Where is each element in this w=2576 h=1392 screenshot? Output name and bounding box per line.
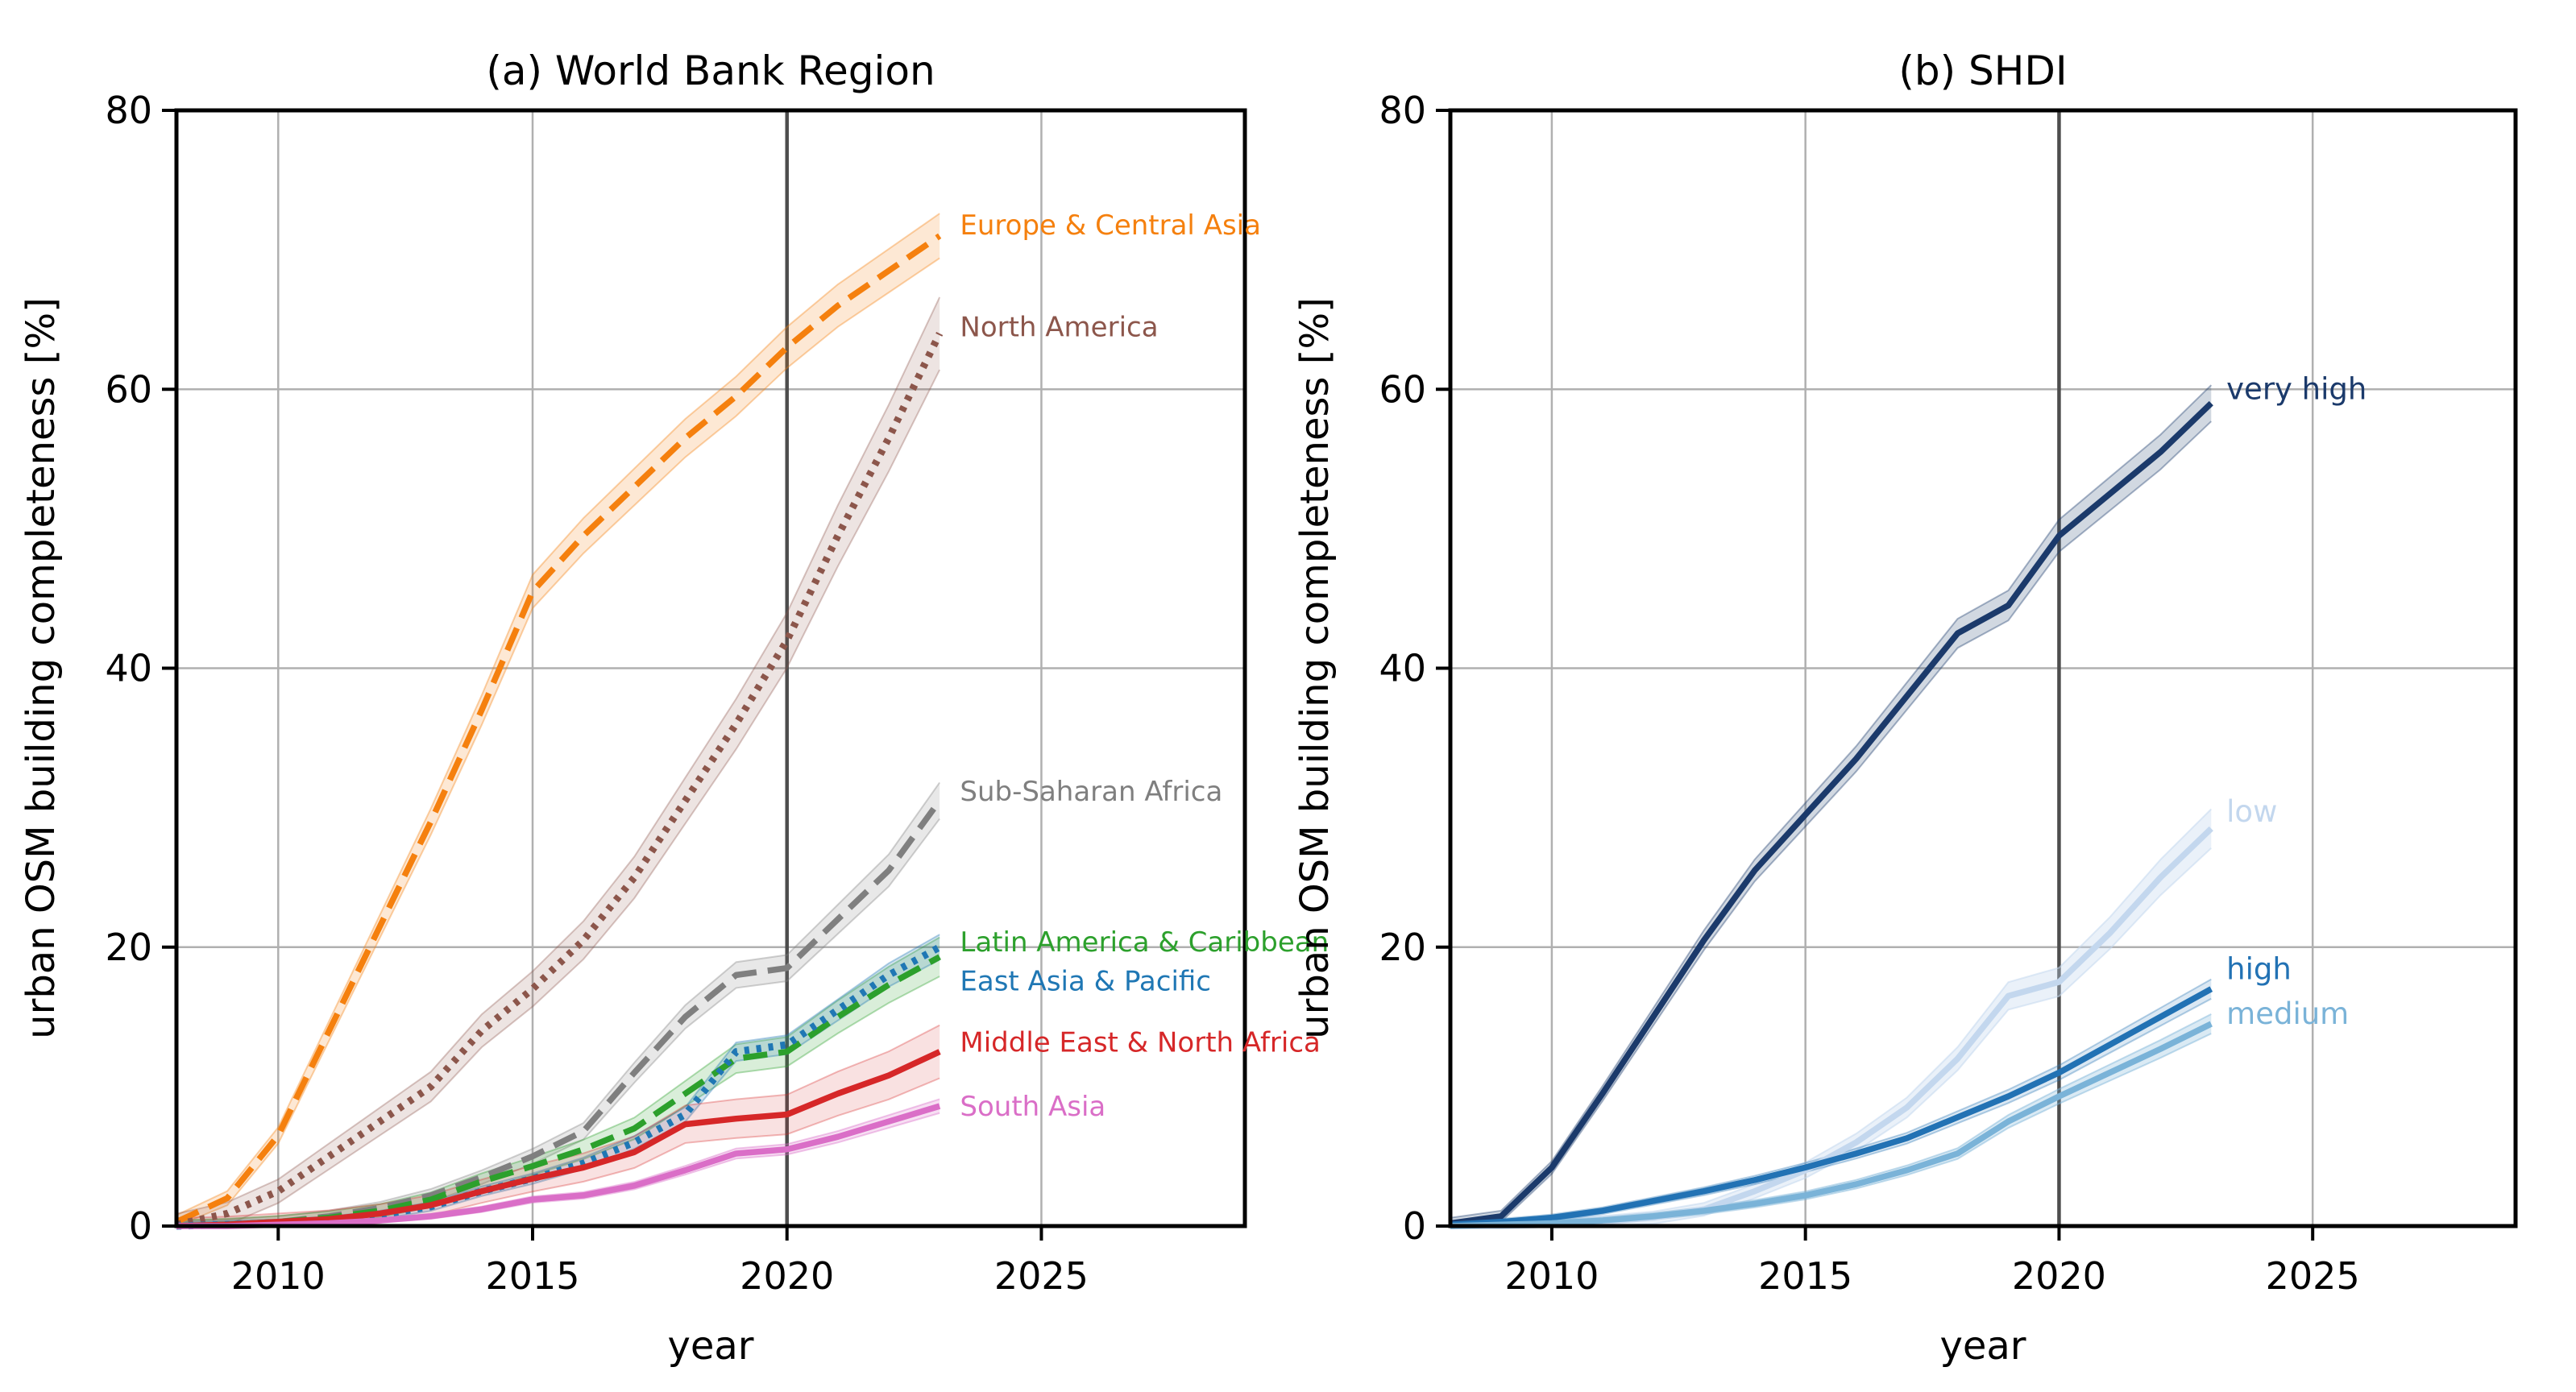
series-band-edge-medium (1450, 1033, 2212, 1227)
y-tick-label: 60 (1379, 367, 1426, 411)
series-label-middle-east-north-africa: Middle East & North Africa (960, 1026, 1320, 1058)
series-line-middle-east-north-africa (176, 1049, 941, 1229)
y-tick-label: 40 (1379, 647, 1426, 690)
series-label-high: high (2226, 951, 2292, 986)
x-tick-label: 2020 (2012, 1254, 2106, 1298)
series-label-medium: medium (2226, 996, 2349, 1031)
y-tick-label: 0 (129, 1204, 152, 1248)
y-tick-label: 60 (105, 367, 152, 411)
series-line-medium (1450, 1021, 2213, 1229)
series-band-edge-middle-east-north-africa (176, 1024, 940, 1220)
series-band-middle-east-north-africa (176, 1025, 940, 1226)
series-band-south-asia (176, 1099, 940, 1226)
x-tick-label: 2015 (485, 1254, 579, 1298)
series-line-south-asia (176, 1103, 941, 1229)
series-band-edge-medium (1450, 1013, 2212, 1224)
panel-title: (b) SHDI (1898, 48, 2067, 94)
panel-b: 2010 2015 2020 2025 0 20 40 60 80 (b) SHDI year urb… (1292, 48, 2518, 1369)
y-tick-label: 40 (105, 647, 152, 690)
series-label-very-high: very high (2226, 371, 2367, 406)
y-tick-label: 20 (1379, 926, 1426, 969)
y-tick-label: 80 (1379, 89, 1426, 132)
x-tick-label: 2020 (740, 1254, 834, 1298)
series-label-latin-america-caribbean: Latin America & Caribbean (960, 926, 1329, 959)
series-band-europe-central-asia (176, 213, 940, 1226)
series-band-edge-very-high (1450, 420, 2212, 1227)
series-band-edge-very-high (1450, 384, 2212, 1219)
series-line-europe-central-asia (175, 233, 942, 1225)
series-label-north-america: North America (960, 311, 1158, 343)
series-band-edge-europe-central-asia (176, 213, 940, 1216)
series-band-edge-north-america (176, 296, 941, 1215)
x-tick-label: 2015 (1758, 1254, 1852, 1298)
series-band-edge-high (1450, 997, 2212, 1227)
y-axis-label: urban OSM building completeness [%] (1292, 297, 1338, 1039)
series-label-sub-saharan-africa: Sub-Saharan Africa (960, 776, 1222, 808)
series-label-europe-central-asia: Europe & Central Asia (960, 209, 1261, 242)
series-band-edge-low (1450, 808, 2212, 1221)
y-tick-label: 80 (105, 89, 152, 132)
x-axis-label: year (667, 1324, 753, 1369)
y-tick-label: 20 (105, 926, 152, 969)
series-band-very-high (1450, 385, 2212, 1226)
series-line-high (1450, 986, 2213, 1228)
y-axis-label: urban OSM building completeness [%] (19, 297, 64, 1039)
series-band-edge-sub-saharan-africa (176, 781, 940, 1222)
x-tick-label: 2010 (231, 1254, 326, 1298)
x-tick-label: 2025 (994, 1254, 1089, 1298)
series-band-edge-north-america (176, 369, 941, 1227)
series-label-south-asia: South Asia (960, 1091, 1105, 1123)
series-band-edge-europe-central-asia (176, 257, 940, 1227)
panel-a: 2010 2015 2020 2025 0 20 40 60 80 (a) World Bank … (19, 48, 1329, 1369)
series-band-edge-low (1450, 847, 2212, 1227)
x-tick-label: 2010 (1504, 1254, 1599, 1298)
series-band-sub-saharan-africa (176, 782, 940, 1226)
series-label-low: low (2226, 794, 2277, 829)
x-tick-label: 2025 (2266, 1254, 2360, 1298)
series-band-edge-latin-america-caribbean (176, 936, 940, 1221)
panel-title: (a) World Bank Region (486, 48, 935, 94)
y-tick-label: 0 (1403, 1204, 1426, 1248)
x-axis-label: year (1939, 1324, 2026, 1369)
series-line-low (1450, 826, 2213, 1229)
series-label-east-asia-pacific: East Asia & Pacific (960, 965, 1211, 997)
series-line-very-high (1450, 400, 2213, 1227)
